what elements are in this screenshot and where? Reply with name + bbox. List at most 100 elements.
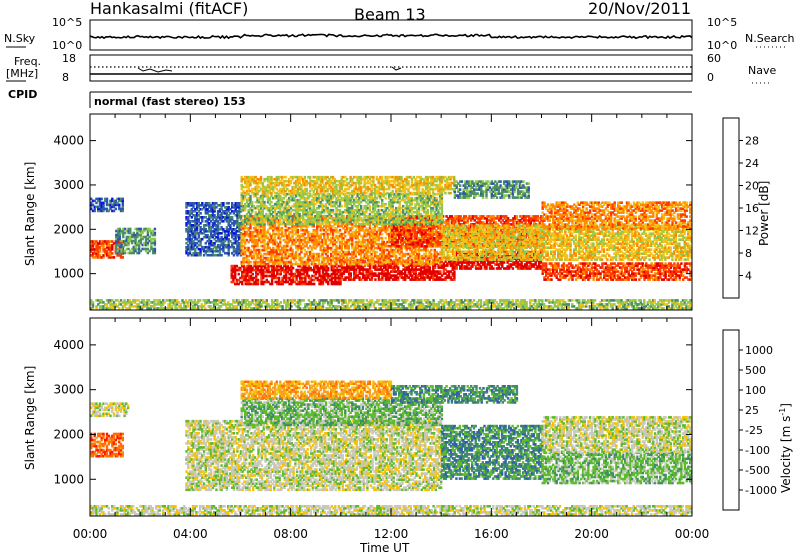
heatmap-cell — [388, 260, 391, 264]
heatmap-cell — [276, 276, 279, 280]
heatmap-cell — [335, 282, 339, 286]
heatmap-cell — [194, 247, 197, 251]
heatmap-cell — [146, 233, 150, 237]
heatmap-cell — [238, 251, 241, 255]
heatmap-cell — [419, 239, 422, 242]
heatmap-cell — [518, 263, 522, 266]
heatmap-cell — [655, 266, 658, 269]
heatmap-cell — [236, 220, 239, 223]
heatmap-cell — [566, 268, 569, 271]
heatmap-cell — [326, 244, 329, 248]
heatmap-cell — [597, 278, 601, 281]
heatmap-cell — [335, 240, 338, 244]
heatmap-cell — [481, 261, 485, 264]
heatmap-cell — [421, 262, 424, 266]
heatmap-cell — [137, 227, 141, 231]
heatmap-cell — [335, 244, 338, 248]
heatmap-cell — [242, 260, 245, 264]
heatmap-cell — [617, 276, 620, 279]
heatmap-cell — [574, 274, 578, 277]
heatmap-cell — [502, 267, 506, 270]
heatmap-cell — [643, 268, 646, 271]
heatmap-cell — [331, 232, 335, 236]
heatmap-cell — [629, 262, 632, 265]
heatmap-cell — [201, 245, 204, 249]
heatmap-cell — [146, 241, 150, 245]
heatmap-cell — [354, 224, 357, 228]
heatmap-cell — [685, 270, 688, 273]
heatmap-cell — [286, 280, 290, 284]
heatmap-cell — [673, 268, 676, 271]
heatmap-cell — [238, 247, 241, 251]
heatmap-cell — [208, 228, 211, 231]
heatmap-cell — [382, 244, 386, 248]
heatmap-cell — [381, 258, 384, 262]
heatmap-cell — [321, 274, 325, 278]
heatmap-cell — [662, 266, 666, 269]
heatmap-cell — [508, 267, 511, 270]
heatmap-cell — [241, 264, 244, 268]
heatmap-cell — [287, 226, 291, 230]
heatmap-cell — [188, 214, 192, 217]
heatmap-cell — [121, 256, 124, 259]
heatmap-cell — [580, 270, 583, 273]
heatmap-cell — [349, 272, 352, 275]
heatmap-cell — [488, 263, 492, 266]
heatmap-cell — [256, 224, 259, 228]
heatmap-cell — [316, 264, 319, 268]
heatmap-cell — [259, 248, 263, 252]
heatmap-cell — [592, 262, 595, 265]
heatmap-cell — [244, 252, 247, 256]
heatmap-cell — [555, 268, 558, 271]
heatmap-cell — [201, 218, 204, 221]
heatmap-cell — [211, 226, 215, 229]
heatmap-cell — [613, 270, 616, 273]
heatmap-cell — [236, 249, 239, 253]
heatmap-cell — [476, 267, 479, 270]
heatmap-cell — [409, 272, 412, 275]
heatmap-cell — [347, 240, 350, 244]
heatmap-cell — [683, 266, 687, 269]
heatmap-cell — [361, 272, 365, 275]
heatmap-cell — [349, 242, 352, 246]
heatmap-cell — [372, 250, 375, 254]
heatmap-cell — [188, 220, 192, 223]
heatmap-cell — [244, 226, 247, 230]
heatmap-cell — [316, 244, 319, 248]
heatmap-cell — [125, 239, 128, 243]
heatmap-cell — [270, 238, 273, 242]
heatmap-cell — [211, 206, 215, 209]
heatmap-cell — [112, 256, 116, 259]
heatmap-cell — [323, 240, 326, 244]
heatmap-cell — [130, 241, 134, 245]
heatmap-cell — [338, 250, 342, 254]
heatmap-cell — [366, 228, 370, 232]
heatmap-cell — [317, 256, 321, 260]
heatmap-cell — [115, 249, 118, 253]
heatmap-cell — [242, 234, 245, 238]
heatmap-cell — [261, 236, 264, 240]
heatmap-cell — [363, 248, 366, 252]
heatmap-cell — [402, 276, 405, 279]
heatmap-cell — [202, 245, 206, 249]
heatmap-cell — [425, 268, 428, 271]
heatmap-cell — [412, 217, 415, 220]
heatmap-cell — [377, 272, 381, 275]
heatmap-cell — [588, 268, 592, 271]
heatmap-cell — [249, 276, 253, 280]
heatmap-cell — [298, 278, 302, 282]
heatmap-cell — [603, 274, 606, 277]
heatmap-cell — [424, 235, 427, 238]
heatmap-cell — [415, 241, 418, 244]
heatmap-cell — [424, 229, 427, 232]
heatmap-cell — [564, 274, 567, 277]
heatmap-cell — [374, 278, 377, 281]
heatmap-cell — [216, 245, 220, 249]
heatmap-cell — [323, 250, 326, 254]
heatmap-cell — [365, 278, 368, 281]
heatmap-cell — [112, 205, 116, 209]
heatmap-cell — [192, 251, 195, 255]
heatmap-cell — [449, 270, 453, 273]
heatmap-cell — [434, 231, 438, 234]
heatmap-cell — [259, 236, 263, 240]
